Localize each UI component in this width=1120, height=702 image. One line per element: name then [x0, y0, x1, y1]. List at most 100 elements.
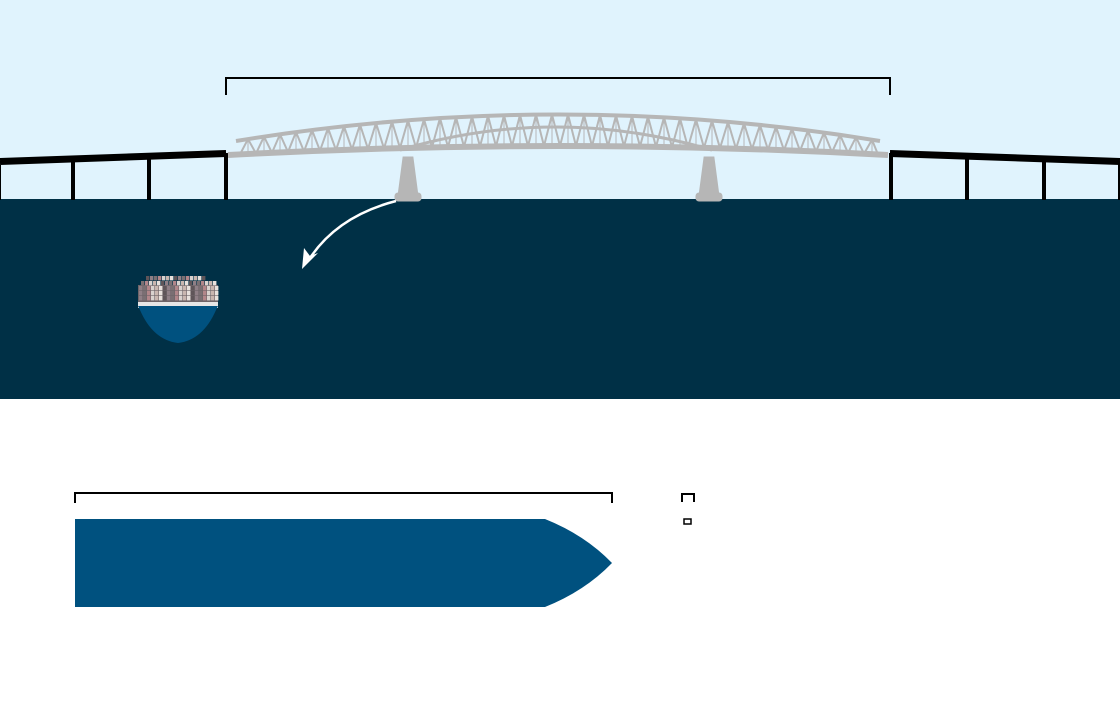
container-block [211, 296, 215, 301]
truss-web [519, 114, 529, 147]
container-block [198, 276, 202, 281]
container-block [213, 281, 217, 286]
container-block [211, 291, 215, 296]
container-block [174, 276, 178, 281]
container-block [187, 296, 191, 301]
truss-web [351, 124, 361, 150]
container-block [147, 286, 151, 291]
container-block [170, 276, 174, 281]
truss-web [439, 117, 449, 148]
truss-web [727, 121, 737, 149]
truss-web [599, 114, 609, 147]
truss-web [695, 119, 705, 149]
container-block [191, 296, 195, 301]
truss-web [591, 114, 601, 147]
container-block [149, 281, 153, 286]
container-block [155, 291, 159, 296]
ship-containers [139, 276, 219, 301]
container-block [139, 296, 143, 301]
container-block [199, 296, 203, 301]
truss-web [423, 118, 433, 148]
container-block [157, 281, 161, 286]
truss-web [839, 134, 849, 154]
truss-web [711, 120, 721, 149]
truss-web [367, 122, 377, 150]
truss-web [623, 115, 633, 147]
truss-web [359, 124, 369, 150]
container-block [175, 296, 179, 301]
container-block [199, 291, 203, 296]
container-block [197, 281, 201, 286]
container-block [181, 281, 185, 286]
container-block [207, 296, 211, 301]
truss-web [687, 119, 697, 148]
container-ship-front-icon [138, 276, 219, 343]
container-block [179, 286, 183, 291]
truss-web [751, 124, 761, 150]
truss-web [327, 127, 337, 151]
container-block [159, 296, 163, 301]
container-block [143, 291, 147, 296]
bridge-truss-webs [239, 114, 879, 155]
truss-web [735, 123, 745, 149]
truss-web [855, 136, 865, 155]
container-block [155, 286, 159, 291]
container-block [195, 291, 199, 296]
truss-web [495, 114, 505, 147]
container-block [183, 296, 187, 301]
truss-web [287, 131, 297, 153]
truss-web [263, 136, 273, 154]
truss-web [303, 129, 313, 152]
truss-web [431, 117, 441, 148]
container-block [203, 291, 207, 296]
truss-web [863, 139, 873, 155]
person-scale-icon [683, 518, 692, 525]
truss-web [375, 122, 385, 149]
truss-web [775, 126, 785, 151]
truss-web [807, 130, 817, 152]
container-block [186, 276, 190, 281]
truss-web [575, 114, 585, 147]
container-block [163, 286, 167, 291]
container-block [183, 291, 187, 296]
truss-web [759, 124, 769, 150]
container-block [182, 276, 186, 281]
truss-web [567, 114, 577, 147]
left-approach-span [0, 150, 228, 200]
container-block [199, 286, 203, 291]
truss-web [455, 116, 465, 147]
truss-web [535, 114, 545, 147]
container-block [167, 291, 171, 296]
truss-web [815, 132, 825, 152]
truss-web [343, 125, 353, 150]
container-block [178, 276, 182, 281]
container-block [185, 281, 189, 286]
truss-web [631, 115, 641, 147]
container-block [195, 286, 199, 291]
container-block [175, 286, 179, 291]
pier-right-base [695, 192, 723, 202]
truss-web [639, 116, 649, 147]
container-block [215, 286, 219, 291]
container-block [150, 276, 154, 281]
container-block [189, 281, 193, 286]
truss-web [871, 139, 879, 155]
truss-web [703, 120, 713, 149]
container-block [183, 286, 187, 291]
truss-web [399, 119, 409, 149]
container-block [179, 296, 183, 301]
container-block [151, 286, 155, 291]
container-block [177, 281, 181, 286]
container-block [151, 291, 155, 296]
truss-web [647, 116, 657, 148]
ship-hull-side-view [75, 519, 612, 607]
truss-web [743, 123, 753, 150]
curved-arrow-icon [302, 199, 397, 269]
container-block [201, 281, 205, 286]
pier-left-base [394, 192, 422, 202]
container-block [193, 281, 197, 286]
truss-web [239, 138, 249, 155]
container-block [147, 296, 151, 301]
truss-web [247, 138, 257, 155]
